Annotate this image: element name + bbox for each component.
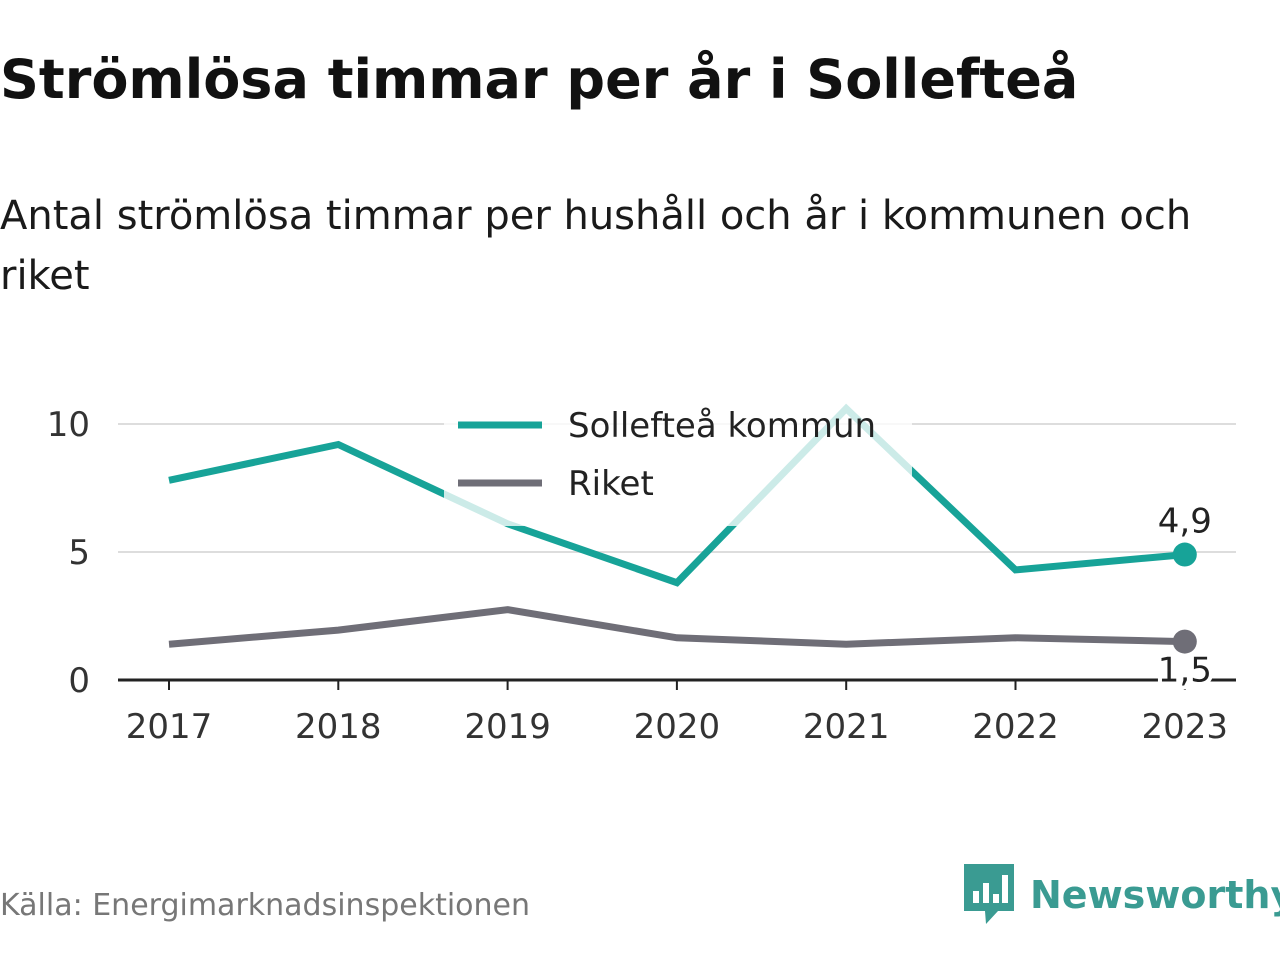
chart-subtitle: Antal strömlösa timmar per hushåll och å… (0, 193, 1192, 299)
newsworthy-logo-icon (964, 864, 1014, 924)
y-tick-label: 10 (47, 405, 90, 445)
data-point-end (1172, 629, 1197, 654)
x-tick-label: 2021 (803, 707, 890, 747)
chart-title: Strömlösa timmar per år i Sollefteå (0, 48, 1079, 111)
brand-name: Newsworthy (1030, 873, 1280, 917)
legend-label: Sollefteå kommun (568, 406, 876, 446)
source-note: Källa: Energimarknadsinspektionen (0, 888, 531, 923)
brand-logo: Newsworthy (964, 864, 1280, 926)
end-value-label: 4,9 (1158, 502, 1212, 542)
x-tick-label: 2017 (126, 707, 213, 747)
x-tick-label: 2022 (972, 707, 1059, 747)
x-axis: 2017 2018 2019 2020 2021 2022 2023 (118, 678, 1236, 747)
legend: Sollefteå kommun Riket (444, 400, 912, 526)
y-axis: 0 5 10 (47, 405, 90, 701)
y-tick-label: 5 (68, 533, 90, 573)
series-line-riket (168, 606, 1185, 648)
legend-backdrop (444, 400, 912, 526)
y-tick-label: 0 (68, 661, 90, 701)
data-point-end (1172, 542, 1197, 567)
x-tick-label: 2018 (295, 707, 382, 747)
x-tick-label: 2019 (464, 707, 551, 747)
end-value-label: 1,5 (1158, 651, 1212, 691)
end-labels: 4,9 1,5 (1154, 498, 1216, 695)
legend-label: Riket (568, 464, 654, 504)
x-tick-label: 2020 (634, 707, 721, 747)
x-tick-label: 2023 (1142, 707, 1229, 747)
series-line-solleftea (168, 403, 1186, 587)
series-lines (168, 403, 1197, 654)
